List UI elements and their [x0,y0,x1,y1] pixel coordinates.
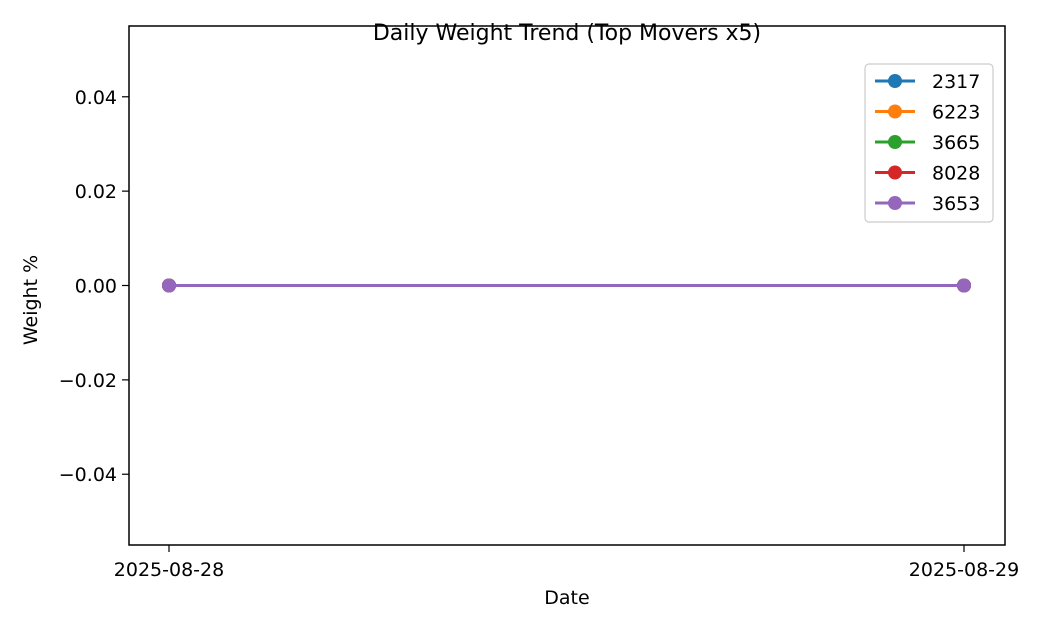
legend-entry-2317: 2317 [875,71,980,93]
x-axis-ticks: 2025-08-28 2025-08-29 [114,545,1019,581]
legend-entry-8028: 8028 [875,163,980,185]
legend-label: 6223 [932,102,980,124]
legend-label: 3653 [932,193,980,215]
legend-label: 3665 [932,132,980,154]
legend-marker [888,104,902,119]
legend-marker [888,196,902,210]
series-layer [162,278,971,293]
legend-marker [888,165,902,180]
chart-title: Daily Weight Trend (Top Movers x5) [373,21,761,46]
y-tick-label: 0.00 [75,276,117,298]
legend: 2317 6223 3665 8028 3653 [864,63,994,223]
y-tick-label: −0.02 [59,370,117,392]
legend-box [864,63,994,223]
x-tick-label: 2025-08-29 [909,559,1019,581]
y-tick-label: 0.04 [75,87,117,109]
legend-entry-3653: 3653 [875,193,980,215]
y-tick-label: 0.02 [75,181,117,203]
legend-marker [888,74,902,88]
series-point-3653 [957,278,971,293]
x-axis-label: Date [544,587,589,609]
y-axis-label: Weight % [20,255,42,345]
legend-label: 2317 [932,71,980,93]
series-point-3653 [162,278,176,293]
y-axis-ticks: 0.04 0.02 0.00 −0.02 −0.04 [59,87,129,486]
legend-marker [888,135,902,149]
legend-label: 8028 [932,163,980,185]
x-tick-label: 2025-08-28 [114,559,224,581]
y-tick-label: −0.04 [59,464,117,486]
legend-entry-6223: 6223 [875,102,980,124]
legend-entry-3665: 3665 [875,132,980,154]
